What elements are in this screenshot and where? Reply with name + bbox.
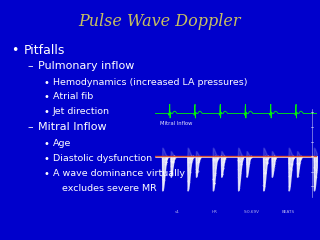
Text: Diastolic dysfunction: Diastolic dysfunction xyxy=(53,154,152,163)
Text: HR: HR xyxy=(212,210,218,214)
Text: S:0.69V: S:0.69V xyxy=(244,210,260,214)
Text: Atrial fib: Atrial fib xyxy=(53,92,93,101)
Text: BEATS: BEATS xyxy=(281,210,294,214)
Text: •: • xyxy=(43,154,49,164)
Text: •: • xyxy=(43,169,49,179)
Text: Pulmonary inflow: Pulmonary inflow xyxy=(38,61,135,71)
Text: Hemodynamics (increased LA pressures): Hemodynamics (increased LA pressures) xyxy=(53,78,247,87)
Text: A wave dominance virtually: A wave dominance virtually xyxy=(53,169,185,178)
Text: Age: Age xyxy=(53,139,71,148)
Text: Pulse Wave Doppler: Pulse Wave Doppler xyxy=(79,13,241,30)
Text: •: • xyxy=(43,92,49,102)
Text: Mitral Inflow: Mitral Inflow xyxy=(160,121,192,126)
Text: •: • xyxy=(43,139,49,149)
Text: –: – xyxy=(27,122,33,132)
Text: Mitral Inflow: Mitral Inflow xyxy=(38,122,107,132)
Text: excludes severe MR: excludes severe MR xyxy=(53,184,156,192)
Text: Pitfalls: Pitfalls xyxy=(24,44,65,57)
Text: •: • xyxy=(11,44,19,57)
Text: v1: v1 xyxy=(175,210,180,214)
Text: Jet direction: Jet direction xyxy=(53,107,110,116)
Text: –: – xyxy=(27,61,33,71)
Text: •: • xyxy=(43,107,49,117)
Text: •: • xyxy=(43,78,49,88)
